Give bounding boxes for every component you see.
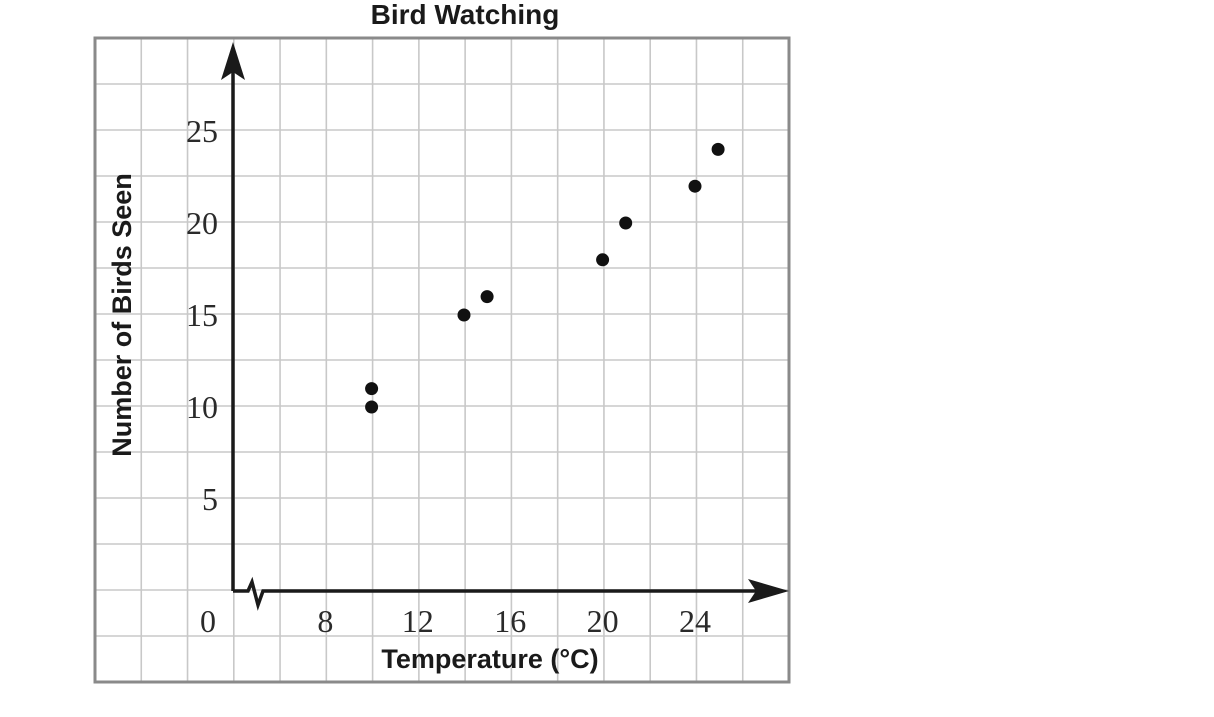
data-point	[480, 290, 494, 304]
x-tick-label: 16	[494, 603, 526, 639]
data-point	[596, 253, 610, 267]
chart-title: Bird Watching	[371, 0, 560, 30]
grid	[95, 38, 789, 682]
x-tick-label: 24	[679, 603, 711, 639]
y-axis-arrow	[221, 42, 245, 80]
x-tick-label: 12	[402, 603, 434, 639]
plot-frame	[93, 36, 791, 684]
data-point	[619, 216, 633, 230]
y-tick-label: 25	[186, 113, 218, 149]
x-tick-label: 0	[200, 603, 216, 639]
data-point	[365, 382, 379, 396]
x-tick-label: 8	[317, 603, 333, 639]
x-axis-line	[233, 576, 760, 611]
y-axis-title: Number of Birds Seen	[107, 173, 137, 457]
y-tick-label: 5	[202, 481, 218, 517]
data-point	[457, 308, 471, 322]
data-point	[365, 400, 379, 414]
data-point	[688, 179, 702, 193]
x-axis-title: Temperature (°C)	[381, 644, 598, 674]
axes	[221, 42, 789, 611]
x-tick-label: 20	[587, 603, 619, 639]
y-tick-label: 15	[186, 297, 218, 333]
x-axis-arrow	[748, 579, 789, 603]
data-points	[365, 142, 725, 414]
y-tick-label: 10	[186, 389, 218, 425]
tick-labels: 5 10 15 20 25 0 8 12 16 20 24	[186, 113, 711, 639]
data-point	[711, 142, 725, 156]
y-tick-label: 20	[186, 205, 218, 241]
